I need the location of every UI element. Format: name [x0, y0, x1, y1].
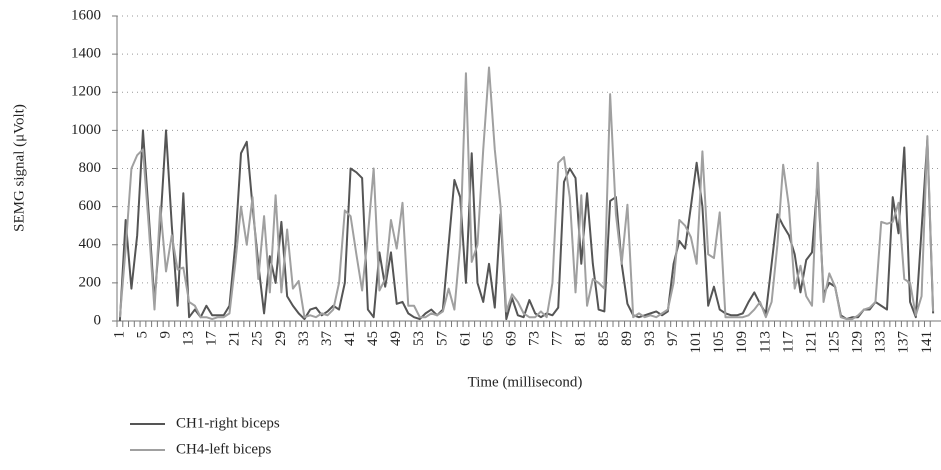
x-tick-label: 121: [803, 331, 819, 354]
x-tick-label: 101: [688, 331, 704, 354]
x-tick-label: 85: [596, 331, 612, 346]
y-tick-label: 0: [94, 312, 102, 328]
x-tick-label: 33: [296, 331, 312, 346]
legend-label: CH4-left biceps: [176, 441, 272, 457]
x-tick-label: 105: [711, 331, 727, 354]
series-line: [118, 66, 935, 321]
y-tick-label: 1200: [71, 84, 101, 100]
x-tick-label: 137: [896, 331, 912, 354]
legend-label: CH1-right biceps: [176, 415, 280, 431]
x-tick-label: 5: [134, 331, 150, 339]
x-tick-label: 77: [550, 331, 566, 347]
y-tick-label: 1000: [71, 122, 101, 138]
x-tick-label: 97: [665, 331, 681, 347]
x-tick-label: 17: [204, 331, 220, 347]
series-line: [118, 129, 935, 322]
x-tick-label: 21: [227, 331, 243, 346]
x-tick-label: 1: [111, 331, 127, 339]
x-tick-label: 29: [273, 331, 289, 346]
x-tick-label: 45: [365, 331, 381, 346]
x-tick-label: 125: [827, 331, 843, 354]
x-tick-label: 93: [642, 331, 658, 346]
x-tick-label: 81: [573, 331, 589, 346]
x-tick-label: 89: [619, 331, 635, 346]
y-tick-label: 1600: [71, 7, 101, 23]
x-tick-label: 133: [873, 331, 889, 354]
y-tick-label: 800: [79, 160, 102, 176]
x-tick-label: 73: [527, 331, 543, 346]
y-tick-label: 600: [79, 198, 102, 214]
x-tick-label: 13: [181, 331, 197, 346]
x-tick-label: 69: [504, 331, 520, 346]
x-tick-label: 53: [411, 331, 427, 346]
x-tick-label: 41: [342, 331, 358, 346]
x-tick-label: 57: [434, 331, 450, 347]
y-tick-label: 400: [79, 236, 102, 252]
x-tick-label: 37: [319, 331, 335, 347]
x-tick-label: 25: [250, 331, 266, 346]
x-tick-label: 49: [388, 331, 404, 346]
x-tick-label: 117: [780, 331, 796, 353]
x-tick-label: 109: [734, 331, 750, 354]
x-tick-label: 61: [457, 331, 473, 346]
x-tick-label: 113: [757, 331, 773, 353]
x-tick-label: 9: [157, 331, 173, 339]
x-tick-label: 65: [480, 331, 496, 346]
y-tick-label: 1400: [71, 46, 101, 62]
x-tick-label: 129: [850, 331, 866, 354]
x-axis-title: Time (millisecond): [468, 374, 583, 390]
y-axis-title: SEMG signal (μVolt): [11, 104, 27, 232]
x-tick-label: 141: [919, 331, 935, 354]
y-tick-label: 200: [79, 274, 102, 290]
